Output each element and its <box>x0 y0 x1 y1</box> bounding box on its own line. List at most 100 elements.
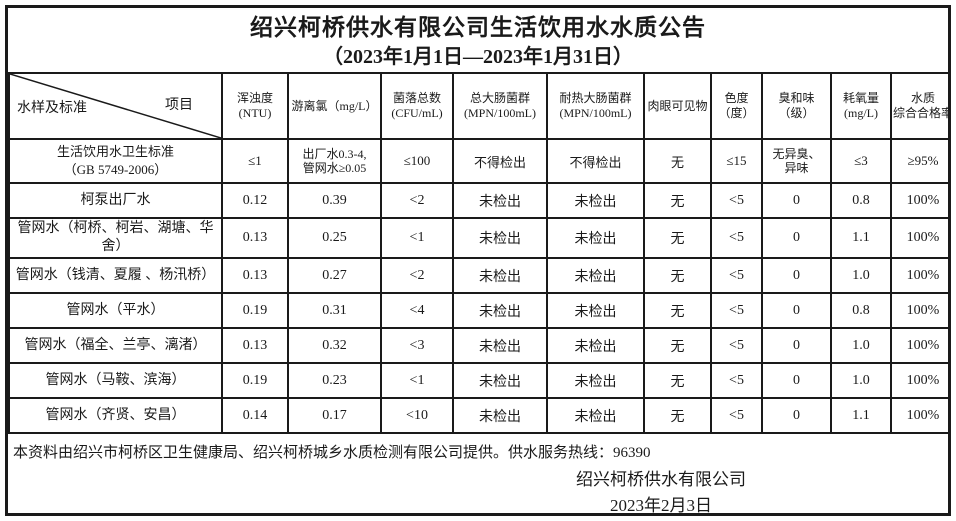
cell: 0.25 <box>287 217 382 259</box>
cell: 0.12 <box>221 182 289 219</box>
cell: 100% <box>890 292 948 329</box>
cell: 0.19 <box>221 292 289 329</box>
col-header-free-chlorine: 游离氯（mg/L） <box>287 72 382 140</box>
cell: 0 <box>761 182 832 219</box>
cell: 未检出 <box>546 217 645 259</box>
diagonal-divider-line <box>10 74 221 138</box>
cell: 1.1 <box>830 217 892 259</box>
cell: 0 <box>761 292 832 329</box>
cell: 未检出 <box>452 362 548 399</box>
signature-block: 绍兴柯桥供水有限公司 2023年2月3日 <box>496 467 826 515</box>
cell: 不得检出 <box>452 138 548 184</box>
page-subtitle: （2023年1月1日—2023年1月31日） <box>323 46 633 68</box>
cell: 未检出 <box>452 182 548 219</box>
cell: 0.19 <box>221 362 289 399</box>
cell: 出厂水0.3-4, 管网水≥0.05 <box>287 138 382 184</box>
cell: <5 <box>710 397 763 434</box>
cell: <5 <box>710 217 763 259</box>
cell: 无 <box>643 182 712 219</box>
cell: <5 <box>710 327 763 364</box>
corner-label-sample: 水样及标准 <box>17 101 87 116</box>
col-header-oxygen-consumption: 耗氧量 (mg/L) <box>830 72 892 140</box>
cell: <3 <box>380 327 454 364</box>
table-row: 管网水（平水） 0.19 0.31 <4 未检出 未检出 无 <5 0 0.8 … <box>8 292 948 329</box>
footer-note: 本资料由绍兴市柯桥区卫生健康局、绍兴柯桥城乡水质检测有限公司提供。供水服务热线：… <box>13 445 651 461</box>
cell: 0.14 <box>221 397 289 434</box>
cell: 无 <box>643 292 712 329</box>
cell: 0 <box>761 257 832 294</box>
cell: 0.17 <box>287 397 382 434</box>
cell: 无异臭、 异味 <box>761 138 832 184</box>
cell: 0 <box>761 397 832 434</box>
cell: 0.31 <box>287 292 382 329</box>
col-header-odor: 臭和味 （级） <box>761 72 832 140</box>
col-header-color: 色度 （度） <box>710 72 763 140</box>
table-row: 管网水（马鞍、滨海） 0.19 0.23 <1 未检出 未检出 无 <5 0 1… <box>8 362 948 399</box>
cell: 0 <box>761 327 832 364</box>
cell: 1.0 <box>830 362 892 399</box>
cell: ≤100 <box>380 138 454 184</box>
cell: 未检出 <box>546 327 645 364</box>
cell: 0.39 <box>287 182 382 219</box>
row-label: 管网水（齐贤、安昌） <box>8 397 223 434</box>
cell: 无 <box>643 362 712 399</box>
table-row: 管网水（齐贤、安昌） 0.14 0.17 <10 未检出 未检出 无 <5 0 … <box>8 397 948 434</box>
cell: 100% <box>890 327 948 364</box>
cell: <5 <box>710 362 763 399</box>
cell: <1 <box>380 217 454 259</box>
row-label: 管网水（马鞍、滨海） <box>8 362 223 399</box>
cell: 无 <box>643 257 712 294</box>
table-row: 管网水（钱清、夏履 、杨汛桥） 0.13 0.27 <2 未检出 未检出 无 <… <box>8 257 948 294</box>
page-title: 绍兴柯桥供水有限公司生活饮用水水质公告 <box>250 15 706 40</box>
cell: 未检出 <box>546 182 645 219</box>
cell: 无 <box>643 217 712 259</box>
cell: 未检出 <box>452 397 548 434</box>
row-label: 管网水（福全、兰亭、漓渚） <box>8 327 223 364</box>
col-header-visible-matter: 肉眼可见物 <box>643 72 712 140</box>
cell: 1.1 <box>830 397 892 434</box>
cell: 100% <box>890 362 948 399</box>
col-header-total-coliform: 总大肠菌群 (MPN/100mL) <box>452 72 548 140</box>
cell: 100% <box>890 182 948 219</box>
cell: 未检出 <box>452 257 548 294</box>
cell: <2 <box>380 182 454 219</box>
col-header-thermotolerant-coliform: 耐热大肠菌群 (MPN/100mL) <box>546 72 645 140</box>
cell: <10 <box>380 397 454 434</box>
cell: 无 <box>643 327 712 364</box>
cell: ≤3 <box>830 138 892 184</box>
cell: ≥95% <box>890 138 948 184</box>
row-label: 管网水（平水） <box>8 292 223 329</box>
signature-date: 2023年2月3日 <box>610 496 712 515</box>
cell: <5 <box>710 257 763 294</box>
cell: 100% <box>890 217 948 259</box>
cell: 0 <box>761 362 832 399</box>
cell: 未检出 <box>546 362 645 399</box>
cell: 100% <box>890 257 948 294</box>
corner-label-project: 项目 <box>165 98 193 113</box>
cell: 不得检出 <box>546 138 645 184</box>
col-header-pass-rate: 水质 综合合格率 <box>890 72 948 140</box>
signature-company: 绍兴柯桥供水有限公司 <box>576 470 746 489</box>
cell: ≤15 <box>710 138 763 184</box>
cell: 无 <box>643 397 712 434</box>
col-header-colony-count: 菌落总数 (CFU/mL) <box>380 72 454 140</box>
table-row: 柯泵出厂水 0.12 0.39 <2 未检出 未检出 无 <5 0 0.8 10… <box>8 182 948 219</box>
col-header-turbidity: 浑浊度 (NTU) <box>221 72 289 140</box>
cell: 未检出 <box>452 292 548 329</box>
row-label: 管网水（钱清、夏履 、杨汛桥） <box>8 257 223 294</box>
cell: 未检出 <box>452 327 548 364</box>
cell: 未检出 <box>546 292 645 329</box>
header-row: 项目 水样及标准 浑浊度 (NTU) 游离氯（mg/L） 菌落总数 (CFU/m… <box>8 72 948 140</box>
corner-header-cell: 项目 水样及标准 <box>8 72 223 140</box>
cell: 0.13 <box>221 257 289 294</box>
cell: <4 <box>380 292 454 329</box>
standard-row: 生活饮用水卫生标准 （GB 5749-2006） ≤1 出厂水0.3-4, 管网… <box>8 138 948 184</box>
notice-frame: 绍兴柯桥供水有限公司生活饮用水水质公告 （2023年1月1日—2023年1月31… <box>5 5 951 516</box>
cell: 0.13 <box>221 217 289 259</box>
cell: ≤1 <box>221 138 289 184</box>
cell: 无 <box>643 138 712 184</box>
cell: 0.13 <box>221 327 289 364</box>
cell: 未检出 <box>546 257 645 294</box>
cell: 未检出 <box>452 217 548 259</box>
cell: 0.32 <box>287 327 382 364</box>
